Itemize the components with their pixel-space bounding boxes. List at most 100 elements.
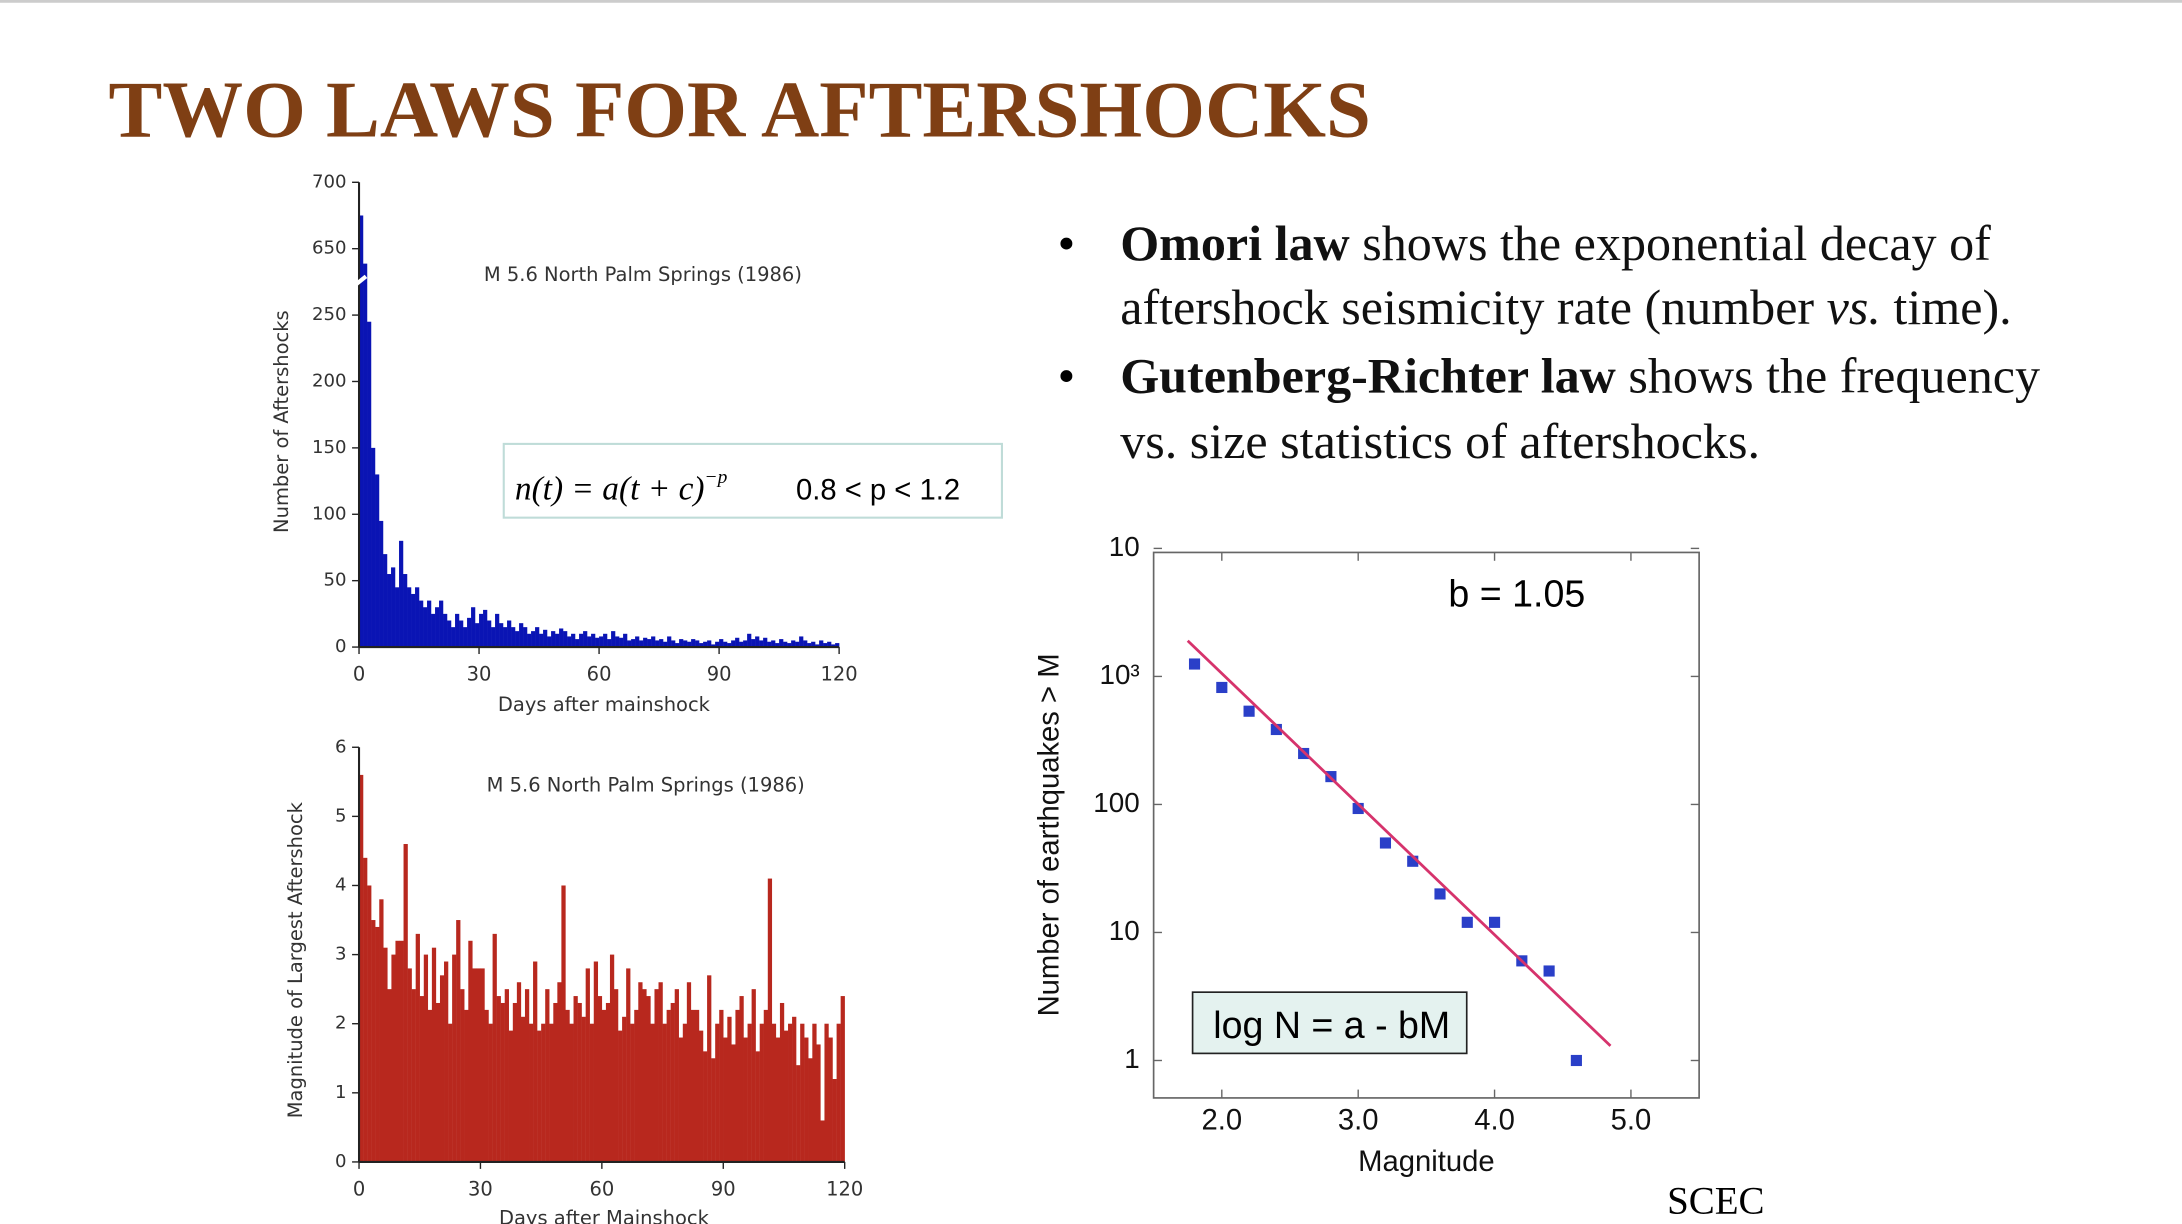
bar	[575, 639, 580, 648]
bar	[819, 640, 824, 648]
bar	[455, 613, 460, 648]
formula: log N = a - bM	[1213, 1004, 1450, 1046]
x-tick-label: 90	[707, 662, 732, 685]
bar	[523, 627, 528, 648]
bar	[507, 620, 512, 648]
bar	[619, 637, 624, 648]
bar	[476, 968, 481, 1162]
bar	[755, 1051, 760, 1162]
bar	[631, 639, 636, 648]
bar	[561, 885, 566, 1162]
bar	[527, 633, 532, 648]
bar	[707, 975, 712, 1162]
x-tick-label: 5.0	[1611, 1104, 1652, 1136]
bar	[601, 1009, 607, 1162]
bar	[658, 982, 663, 1162]
bar	[407, 968, 412, 1162]
bar	[375, 474, 380, 648]
bar	[545, 989, 550, 1162]
formula-box	[1191, 991, 1468, 1055]
bar	[771, 1023, 777, 1162]
bar	[690, 1009, 696, 1162]
bar	[427, 600, 432, 648]
bar	[787, 643, 792, 648]
bar	[775, 643, 780, 648]
x-tick-label: 0	[353, 1177, 365, 1200]
bar	[512, 1002, 518, 1162]
y-tick-label: 100	[312, 503, 347, 524]
point	[1379, 837, 1392, 849]
bar	[795, 641, 800, 648]
bar	[815, 644, 820, 648]
y-tick-label: 50	[323, 570, 346, 591]
bar	[667, 636, 672, 648]
bar	[520, 1016, 526, 1162]
bar	[626, 968, 631, 1162]
bar	[618, 1030, 623, 1162]
bar	[816, 1044, 821, 1162]
bar	[435, 607, 440, 648]
bar	[767, 878, 773, 1162]
formula-text: n(t) = a(t + c)	[515, 471, 705, 508]
bar	[511, 627, 516, 648]
x-tick-label: 30	[468, 1177, 493, 1200]
bar	[651, 636, 656, 648]
x-tick-label: 0	[353, 662, 365, 685]
fit-line	[1186, 639, 1612, 1047]
bar	[635, 636, 640, 648]
bullet-line: Omori law shows the exponential decay of	[1120, 215, 1991, 271]
bar	[627, 640, 632, 648]
bar	[603, 633, 608, 648]
bar	[508, 1030, 514, 1162]
bar	[670, 1002, 675, 1162]
bar	[832, 1079, 837, 1162]
bar	[723, 641, 728, 648]
point	[1243, 705, 1255, 717]
bar	[638, 982, 643, 1162]
bar	[630, 1023, 635, 1162]
bar	[783, 1030, 789, 1162]
bar	[448, 1023, 453, 1162]
bullet-text: time).	[1893, 279, 2011, 335]
bar	[395, 587, 400, 648]
y-tick-label: 10	[1109, 915, 1140, 946]
bar	[609, 954, 615, 1162]
point	[1570, 1054, 1582, 1067]
bar	[823, 643, 828, 648]
bar	[623, 633, 628, 648]
bar	[735, 1009, 740, 1162]
bar	[711, 644, 716, 648]
bar	[755, 636, 760, 648]
point	[1488, 916, 1501, 928]
y-tick-label: 200	[312, 370, 347, 391]
bar	[541, 1023, 546, 1162]
bar	[577, 1002, 582, 1162]
bar	[571, 633, 576, 648]
bar	[800, 1023, 805, 1162]
y-tick-label: 150	[312, 437, 347, 458]
bar	[415, 587, 420, 648]
bar	[719, 639, 724, 648]
bar	[431, 613, 436, 648]
bar	[587, 636, 592, 648]
bar	[480, 968, 485, 1162]
bar	[743, 640, 748, 648]
bar	[419, 996, 424, 1162]
x-tick-label: 60	[587, 662, 612, 685]
bar	[495, 613, 500, 648]
bar	[799, 636, 804, 648]
bar	[539, 633, 544, 648]
bar	[674, 989, 679, 1162]
bar	[683, 640, 688, 648]
bar	[827, 641, 832, 648]
bar	[767, 641, 772, 648]
x-tick-label: 2.0	[1201, 1104, 1242, 1136]
bar	[435, 1002, 441, 1162]
bar	[723, 1037, 728, 1162]
bar	[581, 1016, 586, 1162]
x-tick-label: 60	[589, 1177, 614, 1200]
y-tick-label: 6	[335, 736, 347, 757]
bar	[731, 640, 736, 648]
bar	[471, 607, 476, 648]
